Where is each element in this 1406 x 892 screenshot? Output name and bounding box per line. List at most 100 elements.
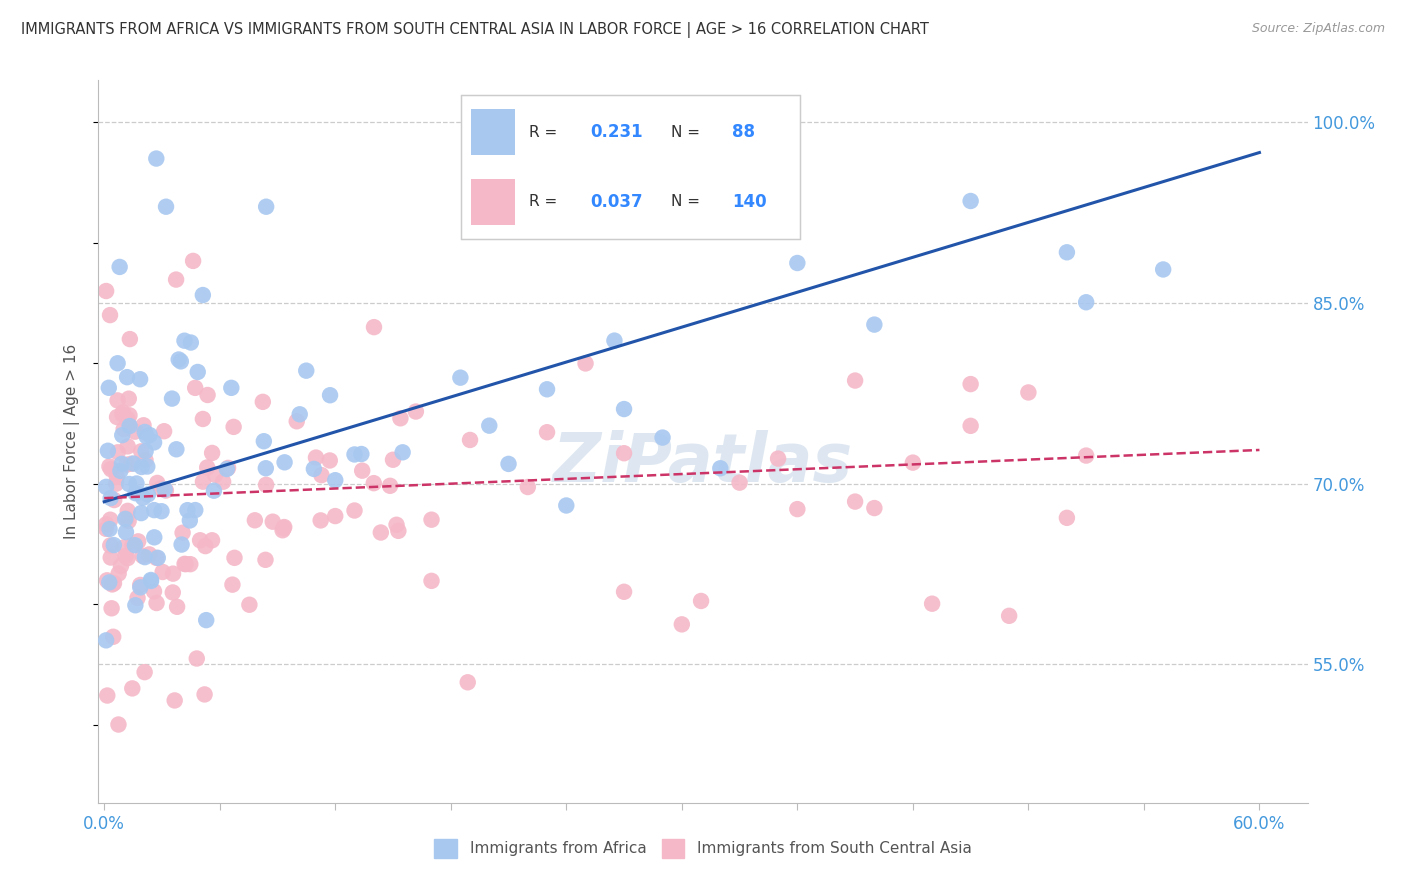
Point	[998, 608, 1021, 623]
Point	[163, 693, 186, 707]
Point	[202, 483, 225, 498]
Point	[191, 475, 214, 489]
Point	[127, 534, 149, 549]
Point	[98, 539, 121, 553]
Point	[766, 451, 789, 466]
Point	[124, 486, 146, 500]
Point	[143, 584, 166, 599]
Point	[271, 523, 294, 537]
Legend: Immigrants from Africa, Immigrants from South Central Asia: Immigrants from Africa, Immigrants from …	[429, 833, 977, 863]
Point	[129, 372, 152, 386]
Text: Source: ZipAtlas.com: Source: ZipAtlas.com	[1251, 22, 1385, 36]
Point	[1056, 245, 1078, 260]
Point	[111, 428, 134, 442]
Point	[118, 419, 141, 434]
Point	[222, 420, 245, 434]
Point	[107, 356, 129, 370]
Point	[901, 456, 924, 470]
Point	[959, 418, 981, 433]
Point	[1152, 262, 1174, 277]
Point	[363, 476, 385, 491]
Point	[844, 494, 866, 508]
Point	[125, 476, 148, 491]
Point	[117, 551, 139, 566]
Point	[204, 467, 226, 482]
Point	[100, 462, 122, 476]
Point	[132, 491, 155, 505]
Point	[96, 689, 118, 703]
Point	[127, 591, 149, 605]
Point	[254, 200, 277, 214]
Point	[132, 418, 155, 433]
Point	[167, 352, 190, 367]
Point	[319, 388, 342, 402]
Point	[184, 503, 207, 517]
Point	[574, 356, 596, 370]
Point	[115, 512, 138, 526]
Point	[134, 550, 156, 565]
Point	[863, 501, 886, 516]
Point	[166, 599, 188, 614]
Point	[254, 553, 277, 567]
Point	[105, 470, 128, 484]
Point	[959, 194, 981, 208]
Point	[184, 381, 207, 395]
Point	[103, 493, 125, 508]
Point	[174, 557, 197, 571]
Point	[152, 565, 174, 579]
Point	[212, 475, 235, 489]
Point	[295, 364, 318, 378]
Point	[194, 539, 217, 553]
Point	[179, 557, 201, 571]
Point	[138, 428, 160, 442]
Point	[103, 576, 125, 591]
Point	[146, 475, 169, 490]
Point	[118, 477, 141, 491]
Point	[352, 464, 374, 478]
Point	[319, 453, 342, 467]
Point	[690, 594, 713, 608]
Point	[194, 687, 217, 701]
Point	[215, 462, 238, 476]
Point	[309, 513, 332, 527]
Point	[1076, 449, 1098, 463]
Point	[420, 574, 443, 588]
Point	[201, 446, 224, 460]
Point	[221, 381, 243, 395]
Point	[138, 548, 160, 562]
Point	[129, 444, 152, 458]
Point	[221, 577, 243, 591]
Point	[114, 549, 136, 563]
Point	[100, 491, 122, 505]
Point	[107, 717, 129, 731]
Point	[179, 513, 201, 527]
Point	[959, 377, 981, 392]
Point	[180, 335, 202, 350]
Point	[173, 334, 195, 348]
Point	[135, 453, 157, 467]
Point	[238, 598, 260, 612]
Point	[105, 410, 128, 425]
Point	[107, 393, 129, 408]
Point	[187, 365, 209, 379]
Point	[191, 412, 214, 426]
Point	[603, 334, 626, 348]
Point	[170, 354, 193, 368]
Point	[115, 458, 138, 472]
Point	[94, 284, 117, 298]
Point	[863, 318, 886, 332]
Point	[135, 429, 157, 443]
Point	[134, 665, 156, 680]
Point	[118, 392, 141, 406]
Point	[420, 513, 443, 527]
Point	[110, 464, 132, 478]
Point	[449, 370, 471, 384]
Point	[405, 404, 427, 418]
Point	[378, 479, 401, 493]
Point	[136, 487, 159, 501]
Point	[613, 584, 636, 599]
Point	[115, 370, 138, 384]
Point	[343, 503, 366, 517]
Point	[305, 450, 328, 465]
Point	[124, 425, 146, 439]
